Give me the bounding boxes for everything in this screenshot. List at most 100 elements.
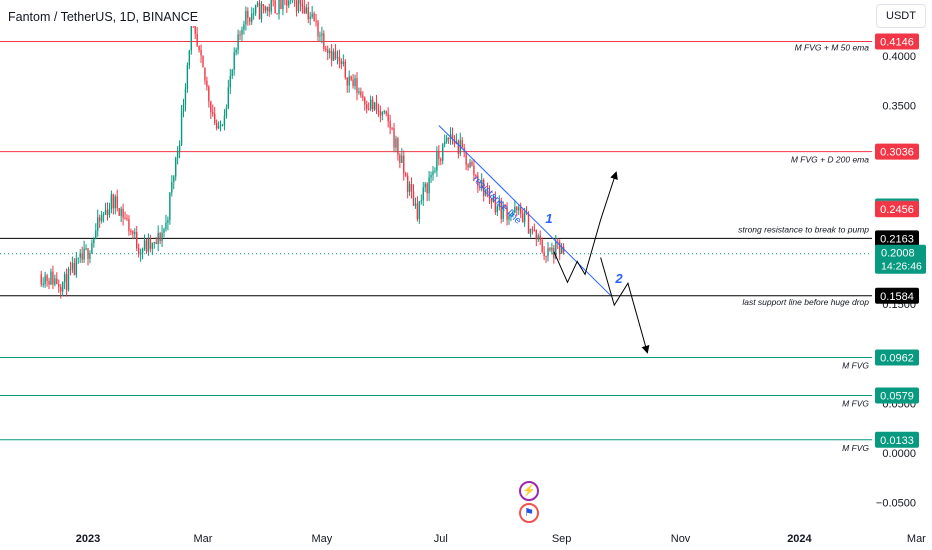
candle-body <box>295 0 298 11</box>
level-badge-2[interactable]: 0.2163 <box>875 230 919 247</box>
candle-body <box>323 33 325 49</box>
candle-body <box>346 77 348 86</box>
candle-body <box>379 111 382 116</box>
candle-body <box>393 128 395 148</box>
candle-body <box>225 108 228 116</box>
svg-text:0.2456: 0.2456 <box>880 204 914 216</box>
x-tick-label: May <box>312 533 333 545</box>
candle-body <box>457 141 460 154</box>
candle-body <box>87 248 89 259</box>
candle-body <box>549 248 551 251</box>
candle-body <box>496 206 499 213</box>
candle-body <box>235 49 237 53</box>
svg-text:0.0962: 0.0962 <box>880 353 914 365</box>
candle-body <box>249 18 251 22</box>
candle-body <box>408 183 411 192</box>
scenario-path-2[interactable] <box>600 257 650 354</box>
candle-body <box>348 76 350 86</box>
candle-body <box>518 207 520 211</box>
candle-body <box>521 213 524 223</box>
candle-body <box>104 210 107 214</box>
currency-button[interactable]: USDT <box>876 4 926 28</box>
candle-body <box>258 3 261 20</box>
candle-body <box>551 247 553 251</box>
level-badge-6[interactable]: 0.0133 <box>875 431 919 448</box>
level-badge-0[interactable]: 0.4146 <box>875 33 919 50</box>
candle-body <box>98 217 101 222</box>
svg-text:0.4146: 0.4146 <box>880 37 914 49</box>
candle-body <box>334 51 337 59</box>
candle-body <box>486 190 489 192</box>
time-axis[interactable]: 2023 Mar May Jul Sep Nov 2024 Mar <box>76 533 926 545</box>
scenario-path-1[interactable] <box>553 171 618 284</box>
candle-body <box>130 230 132 232</box>
candle-body <box>56 278 58 285</box>
candle-body <box>424 183 426 188</box>
candle-body <box>479 186 481 188</box>
candle-body <box>547 248 549 257</box>
candle-body <box>354 78 356 87</box>
svg-text:0.3036: 0.3036 <box>880 147 914 159</box>
candle-body <box>63 274 66 283</box>
level-badge-1[interactable]: 0.3036 <box>875 143 919 160</box>
candle-body <box>482 180 485 196</box>
candle-body <box>387 113 389 122</box>
candle-body <box>531 229 534 231</box>
candle-body <box>180 111 183 145</box>
us-flag-icon[interactable]: ⚑ <box>519 503 539 523</box>
candle-body <box>445 137 448 142</box>
level-badge-3[interactable]: 0.1584 <box>875 287 919 304</box>
level-note-1: M FVG + D 200 ema <box>791 155 869 165</box>
candle-body <box>44 275 46 285</box>
level-badge-4[interactable]: 0.0962 <box>875 349 919 366</box>
candle-body <box>504 205 506 207</box>
level-badge-5[interactable]: 0.0579 <box>875 387 919 404</box>
candle-body <box>132 231 134 235</box>
candle-body <box>325 48 327 50</box>
candle-body <box>461 140 463 148</box>
candle-body <box>366 104 368 109</box>
candle-body <box>241 29 243 35</box>
candle-body <box>330 50 333 61</box>
price-axis[interactable]: 0.40000.35000.15000.05000.0000−0.05000.4… <box>875 33 926 510</box>
trendline-label: resistance line <box>470 174 523 227</box>
level-note-0: M FVG + M 50 ema <box>795 43 870 53</box>
candle-body <box>311 13 313 17</box>
level-note-5: M FVG <box>842 399 869 409</box>
price-badge-2[interactable]: 0.2456 <box>875 201 919 218</box>
candle-body <box>309 16 311 19</box>
candle-body <box>252 13 255 15</box>
candle-body <box>367 108 370 110</box>
candle-body <box>477 175 479 187</box>
candle-body <box>371 99 374 110</box>
candle-body <box>317 21 319 37</box>
scenario-label-2: 2 <box>614 271 623 286</box>
x-tick-label: Mar <box>194 533 213 545</box>
lightning-icon[interactable]: ⚡ <box>519 481 539 501</box>
candle-body <box>442 144 444 161</box>
candle-body <box>212 111 214 114</box>
candle-body <box>100 214 103 222</box>
candle-body <box>188 50 191 66</box>
candle-body <box>336 57 339 59</box>
symbol-title[interactable]: Fantom / TetherUS, 1D, BINANCE <box>4 8 203 26</box>
candle-body <box>432 171 434 176</box>
candle-body <box>321 33 323 36</box>
candle-body <box>120 208 122 216</box>
candle-body <box>145 240 148 252</box>
candle-body <box>102 213 105 215</box>
candle-body <box>406 175 409 192</box>
candle-body <box>254 5 257 14</box>
candle-body <box>153 241 155 243</box>
candle-body <box>139 252 142 255</box>
resistance-trendline[interactable] <box>438 125 611 296</box>
candle-body <box>414 203 417 206</box>
candle-body <box>373 102 376 110</box>
candle-body <box>40 274 42 285</box>
candle-body <box>488 191 491 199</box>
candle-body <box>83 248 85 260</box>
candle-body <box>508 215 510 220</box>
candle-body <box>167 220 169 223</box>
